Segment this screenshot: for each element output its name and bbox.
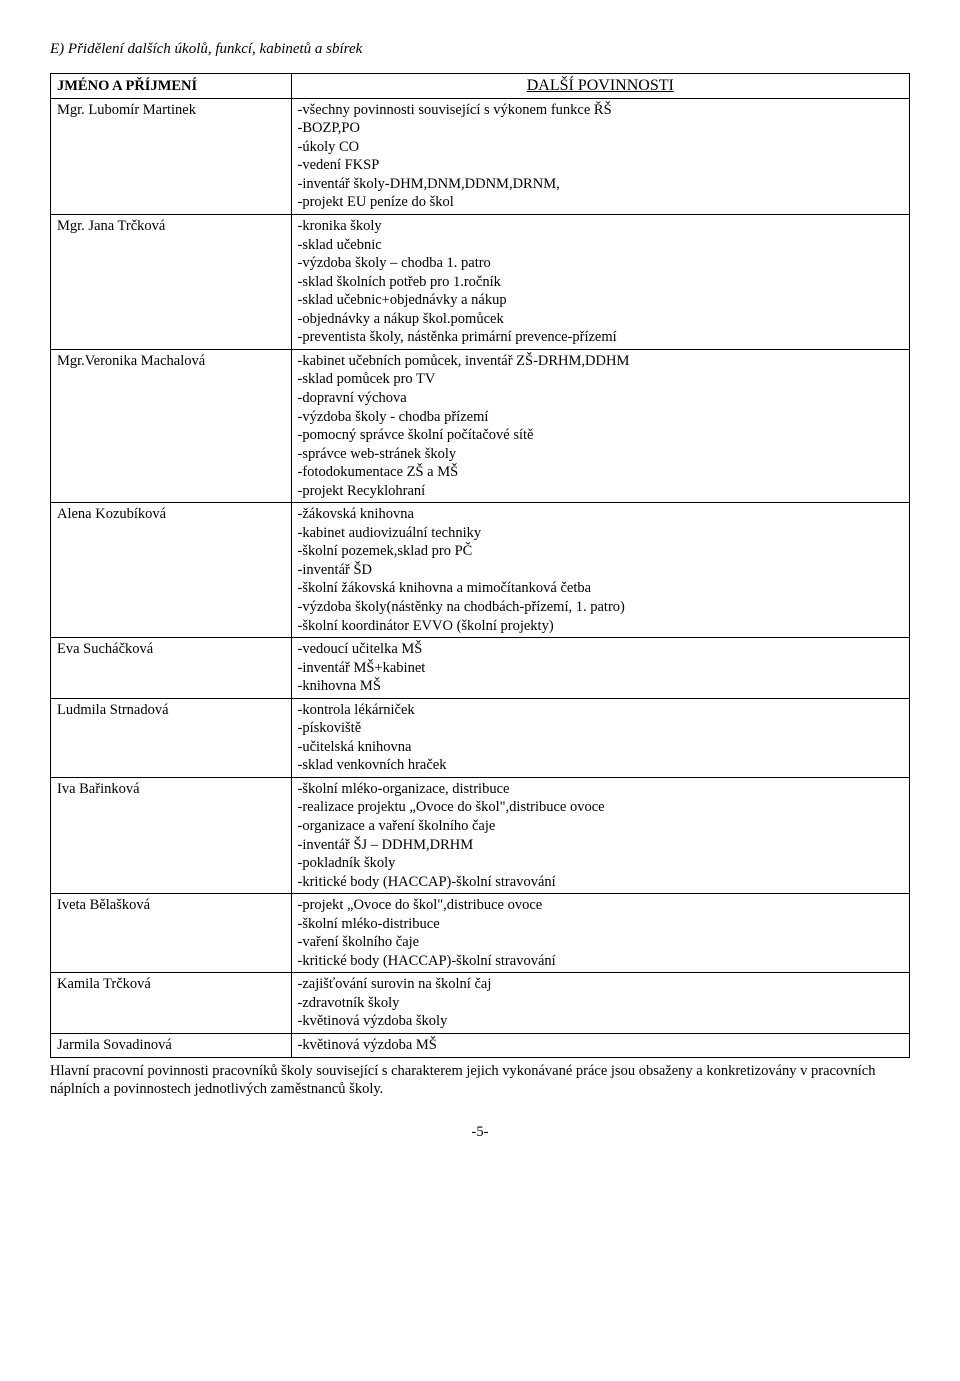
duty-line: -výzdoba školy - chodba přízemí xyxy=(298,408,903,427)
cell-duties: -školní mléko-organizace, distribuce-rea… xyxy=(291,777,909,893)
duty-line: -sklad pomůcek pro TV xyxy=(298,370,903,389)
duty-line: -kabinet audiovizuální techniky xyxy=(298,524,903,543)
cell-duties: -žákovská knihovna-kabinet audiovizuální… xyxy=(291,503,909,638)
cell-name: Iveta Bělašková xyxy=(51,894,292,973)
cell-name: Mgr.Veronika Machalová xyxy=(51,349,292,502)
duty-line: -inventář ŠD xyxy=(298,561,903,580)
col-header-name: JMÉNO A PŘÍJMENÍ xyxy=(51,73,292,98)
cell-duties: -vedoucí učitelka MŠ-inventář MŠ+kabinet… xyxy=(291,638,909,699)
duty-line: -květinová výzdoba MŠ xyxy=(298,1036,903,1055)
cell-duties: -všechny povinnosti související s výkone… xyxy=(291,98,909,214)
duty-line: -pomocný správce školní počítačové sítě xyxy=(298,426,903,445)
table-row: Eva Sucháčková-vedoucí učitelka MŠ-inven… xyxy=(51,638,910,699)
cell-name: Jarmila Sovadinová xyxy=(51,1034,292,1058)
cell-name: Eva Sucháčková xyxy=(51,638,292,699)
duty-line: -realizace projektu „Ovoce do škol",dist… xyxy=(298,798,903,817)
duty-line: -objednávky a nákup škol.pomůcek xyxy=(298,310,903,329)
cell-name: Alena Kozubíková xyxy=(51,503,292,638)
table-row: Iveta Bělašková -projekt „Ovoce do škol",… xyxy=(51,894,910,973)
duty-line: -zdravotník školy xyxy=(298,994,903,1013)
duty-line: -kritické body (HACCAP)-školní stravován… xyxy=(298,952,903,971)
duty-line: -sklad učebnic xyxy=(298,236,903,255)
cell-name: Mgr. Jana Trčková xyxy=(51,215,292,350)
duty-line: -organizace a vaření školního čaje xyxy=(298,817,903,836)
duty-line: -kronika školy xyxy=(298,217,903,236)
page-number: -5- xyxy=(50,1123,910,1141)
table-row: Mgr. Jana Trčková-kronika školy-sklad uč… xyxy=(51,215,910,350)
duty-line: -sklad školních potřeb pro 1.ročník xyxy=(298,273,903,292)
duty-line: -inventář školy-DHM,DNM,DDNM,DRNM, xyxy=(298,175,903,194)
duty-line: -všechny povinnosti související s výkone… xyxy=(298,101,903,120)
duty-line: -školní koordinátor EVVO (školní projekt… xyxy=(298,617,903,636)
table-row: Kamila Trčková-zajišťování surovin na šk… xyxy=(51,973,910,1034)
table-header-row: JMÉNO A PŘÍJMENÍ DALŠÍ POVINNOSTI xyxy=(51,73,910,98)
table-row: Mgr.Veronika Machalová -kabinet učebních … xyxy=(51,349,910,502)
cell-duties: -kontrola lékárniček-pískoviště-učitelsk… xyxy=(291,698,909,777)
duty-line: -žákovská knihovna xyxy=(298,505,903,524)
duty-line: -knihovna MŠ xyxy=(298,677,903,696)
duty-line: -preventista školy, nástěnka primární pr… xyxy=(298,328,903,347)
duty-line: -projekt „Ovoce do škol",distribuce ovoc… xyxy=(298,896,903,915)
duty-line: -vedoucí učitelka MŠ xyxy=(298,640,903,659)
duty-line: -inventář MŠ+kabinet xyxy=(298,659,903,678)
duty-line: -sklad venkovních hraček xyxy=(298,756,903,775)
duty-line: -projekt Recyklohraní xyxy=(298,482,903,501)
duty-line: -pokladník školy xyxy=(298,854,903,873)
table-row: Mgr. Lubomír Martinek -všechny povinnosti… xyxy=(51,98,910,214)
table-row: Iva Bařinková-školní mléko-organizace, d… xyxy=(51,777,910,893)
table-row: Alena Kozubíková-žákovská knihovna-kabin… xyxy=(51,503,910,638)
duty-line: -sklad učebnic+objednávky a nákup xyxy=(298,291,903,310)
cell-name: Ludmila Strnadová xyxy=(51,698,292,777)
section-title: E) Přidělení dalších úkolů, funkcí, kabi… xyxy=(50,40,910,59)
duty-line: -fotodokumentace ZŠ a MŠ xyxy=(298,463,903,482)
duty-line: -vedení FKSP xyxy=(298,156,903,175)
duty-line: -kontrola lékárniček xyxy=(298,701,903,720)
duty-line: -zajišťování surovin na školní čaj xyxy=(298,975,903,994)
duty-line: -výzdoba školy – chodba 1. patro xyxy=(298,254,903,273)
table-row: Ludmila Strnadová-kontrola lékárniček-pí… xyxy=(51,698,910,777)
duty-line: -inventář ŠJ – DDHM,DRHM xyxy=(298,836,903,855)
duty-line: -výzdoba školy(nástěnky na chodbách-příz… xyxy=(298,598,903,617)
duty-line: -školní pozemek,sklad pro PČ xyxy=(298,542,903,561)
duty-line: -dopravní výchova xyxy=(298,389,903,408)
cell-name: Kamila Trčková xyxy=(51,973,292,1034)
duty-line: -kritické body (HACCAP)-školní stravován… xyxy=(298,873,903,892)
table-row: Jarmila Sovadinová -květinová výzdoba MŠ xyxy=(51,1034,910,1058)
cell-duties: -kronika školy-sklad učebnic-výzdoba ško… xyxy=(291,215,909,350)
duty-line: -úkoly CO xyxy=(298,138,903,157)
duty-line: -kabinet učebních pomůcek, inventář ZŠ-D… xyxy=(298,352,903,371)
cell-duties: -kabinet učebních pomůcek, inventář ZŠ-D… xyxy=(291,349,909,502)
duty-line: -učitelská knihovna xyxy=(298,738,903,757)
duty-line: -školní mléko-distribuce xyxy=(298,915,903,934)
duty-line: -školní mléko-organizace, distribuce xyxy=(298,780,903,799)
duty-line: -správce web-stránek školy xyxy=(298,445,903,464)
duty-line: -školní žákovská knihovna a mimočítankov… xyxy=(298,579,903,598)
cell-duties: -projekt „Ovoce do škol",distribuce ovoc… xyxy=(291,894,909,973)
duty-line: -projekt EU peníze do škol xyxy=(298,193,903,212)
col-header-duties: DALŠÍ POVINNOSTI xyxy=(291,73,909,98)
duty-line: -vaření školního čaje xyxy=(298,933,903,952)
cell-duties: -květinová výzdoba MŠ xyxy=(291,1034,909,1058)
duty-line: -květinová výzdoba školy xyxy=(298,1012,903,1031)
cell-name: Iva Bařinková xyxy=(51,777,292,893)
cell-name: Mgr. Lubomír Martinek xyxy=(51,98,292,214)
duty-line: -BOZP,PO xyxy=(298,119,903,138)
duty-line: -pískoviště xyxy=(298,719,903,738)
cell-duties: -zajišťování surovin na školní čaj-zdrav… xyxy=(291,973,909,1034)
duties-table: JMÉNO A PŘÍJMENÍ DALŠÍ POVINNOSTI Mgr. L… xyxy=(50,73,910,1058)
footnote-text: Hlavní pracovní povinnosti pracovníků šk… xyxy=(50,1062,910,1099)
